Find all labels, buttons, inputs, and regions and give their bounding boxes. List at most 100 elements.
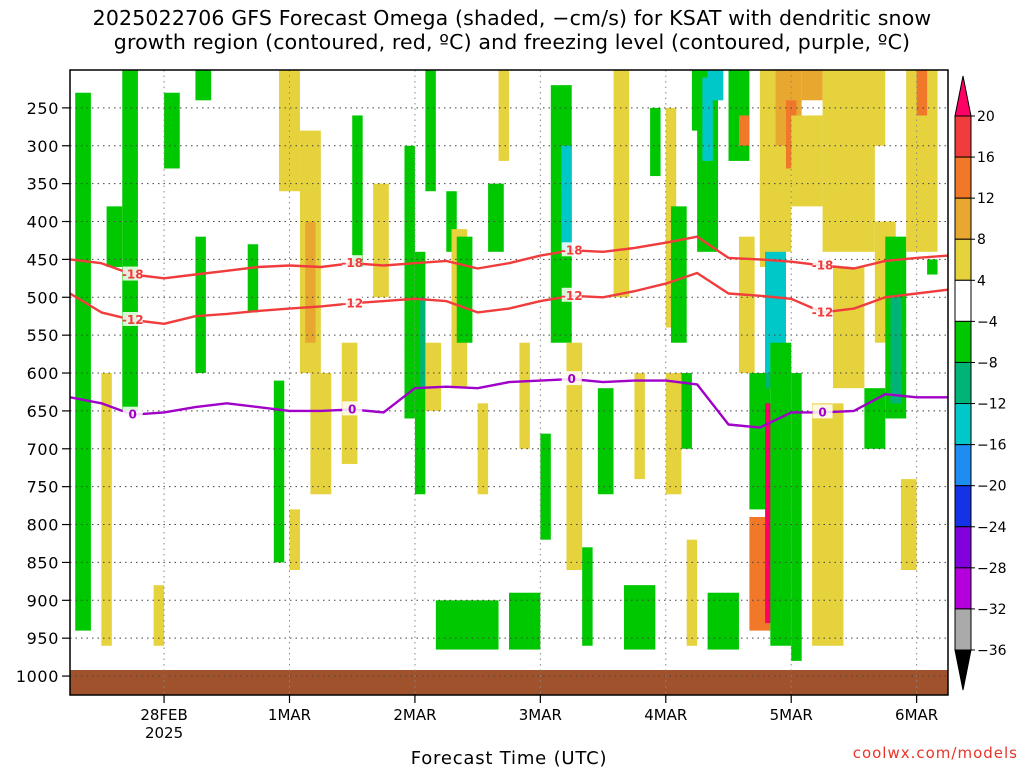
contour-label: 0: [568, 372, 576, 386]
chart-title-line-1: 2025022706 GFS Forecast Omega (shaded, −…: [92, 6, 932, 30]
omega-cell: [812, 403, 844, 646]
contour-label-bg: [812, 257, 833, 272]
omega-cell: [425, 70, 436, 192]
chart-title: 2025022706 GFS Forecast Omega (shaded, −…: [0, 6, 1024, 54]
colorbar-box: [954, 608, 972, 651]
omega-cell: [352, 115, 363, 267]
omega-cell: [853, 70, 886, 146]
omega-cell: [509, 592, 541, 650]
y-tick-label: 400: [27, 213, 59, 232]
colorbar-cap-bottom: [954, 649, 972, 691]
colorbar-box: [954, 567, 972, 610]
x-tick-label: 4MAR: [644, 706, 687, 724]
omega-cell: [373, 183, 389, 298]
omega-cell: [247, 244, 259, 313]
omega-cell: [310, 373, 332, 495]
ground-surface: [70, 670, 948, 695]
x-tick-label: 6MAR: [895, 706, 938, 724]
contour-label: -12: [122, 313, 144, 327]
colorbar-box: [954, 526, 972, 569]
omega-cell: [634, 373, 645, 480]
omega-cell: [597, 388, 614, 495]
omega-cell: [702, 77, 713, 161]
contour-label-bg: [812, 304, 833, 319]
omega-cell: [833, 266, 865, 389]
omega-cell: [864, 388, 886, 449]
omega-cell: [890, 297, 901, 404]
colorbar-label: −12: [977, 397, 1007, 413]
omega-cell: [305, 221, 316, 343]
y-tick-label: 550: [27, 326, 59, 345]
contour-label-bg: [122, 266, 143, 281]
omega-cell: [75, 92, 91, 631]
colorbar-box: [954, 156, 972, 199]
contour-label-bg: [812, 404, 833, 419]
contour-label: -18: [122, 268, 144, 282]
x-tick-label: 28FEB: [140, 706, 187, 724]
contour-label-bg: [122, 312, 143, 326]
omega-cell: [519, 342, 530, 449]
colorbar-box: [954, 485, 972, 528]
omega-cell: [801, 70, 823, 101]
contour-label-bg: [561, 371, 582, 386]
omega-cell: [650, 107, 661, 177]
y-tick-label: 500: [27, 288, 59, 307]
x-tick-label: 1MAR: [268, 706, 311, 724]
chart-title-line-2: growth region (contoured, red, ºC) and f…: [113, 30, 911, 54]
colorbar-box: [954, 197, 972, 240]
y-tick-label: 950: [27, 629, 59, 648]
omega-cell: [436, 17, 452, 70]
colorbar-legend: 20 16 12 8 4 −4 −8 −12 −16 −20 −24 −28 −32 −36: [954, 75, 1007, 691]
contour-label: 0: [129, 408, 137, 422]
omega-cell: [791, 115, 823, 207]
contour-label: -18: [561, 243, 583, 257]
omega-cell: [446, 191, 457, 252]
colorbar-label: 16: [977, 150, 995, 166]
omega-cell: [613, 70, 630, 298]
contour-line: [70, 271, 948, 325]
omega-cell: [106, 206, 123, 267]
contour-label: -12: [561, 289, 583, 303]
y-tick-label: 850: [27, 553, 59, 572]
contour-label-bg: [342, 295, 363, 310]
contour-label-bg: [561, 242, 582, 257]
omega-cell: [566, 342, 583, 570]
colorbar-box: [954, 320, 972, 363]
omega-cell: [456, 236, 473, 343]
x-tick-label: 5MAR: [770, 706, 813, 724]
contour-label: -12: [341, 296, 363, 310]
contour-label: 0: [348, 402, 356, 416]
x-tick-label: 2MAR: [393, 706, 436, 724]
y-tick-label: 600: [27, 364, 59, 383]
plot-frame: [69, 69, 949, 696]
omega-cell: [404, 145, 415, 419]
omega-cell: [623, 585, 656, 650]
contour-line: [70, 235, 948, 280]
y-tick-label: 300: [27, 137, 59, 156]
colorbar-label: −32: [977, 602, 1007, 618]
contour-label: -18: [812, 258, 834, 272]
y-tick-label: 1000: [16, 667, 59, 686]
contour-label-bg: [561, 287, 582, 302]
omega-cell: [791, 373, 802, 661]
omega-cell: [665, 373, 682, 495]
omega-cell: [561, 145, 572, 252]
contour-label-bg: [342, 255, 363, 270]
colorbar-box: [954, 279, 972, 322]
colorbar-box: [954, 403, 972, 446]
colorbar-label: −4: [977, 314, 998, 330]
x-tick-sublabel: 2025: [145, 724, 183, 742]
omega-cell: [738, 236, 755, 374]
colorbar-box: [954, 238, 972, 281]
y-tick-label: 900: [27, 591, 59, 610]
omega-cell: [738, 115, 750, 146]
colorbar-label: −16: [977, 438, 1007, 454]
omega-cell: [671, 206, 687, 343]
colorbar-box: [954, 115, 972, 158]
colorbar-label: 4: [977, 273, 986, 289]
omega-cell: [900, 479, 917, 570]
contour-line: [70, 377, 948, 429]
contour-label: 0: [818, 405, 826, 419]
